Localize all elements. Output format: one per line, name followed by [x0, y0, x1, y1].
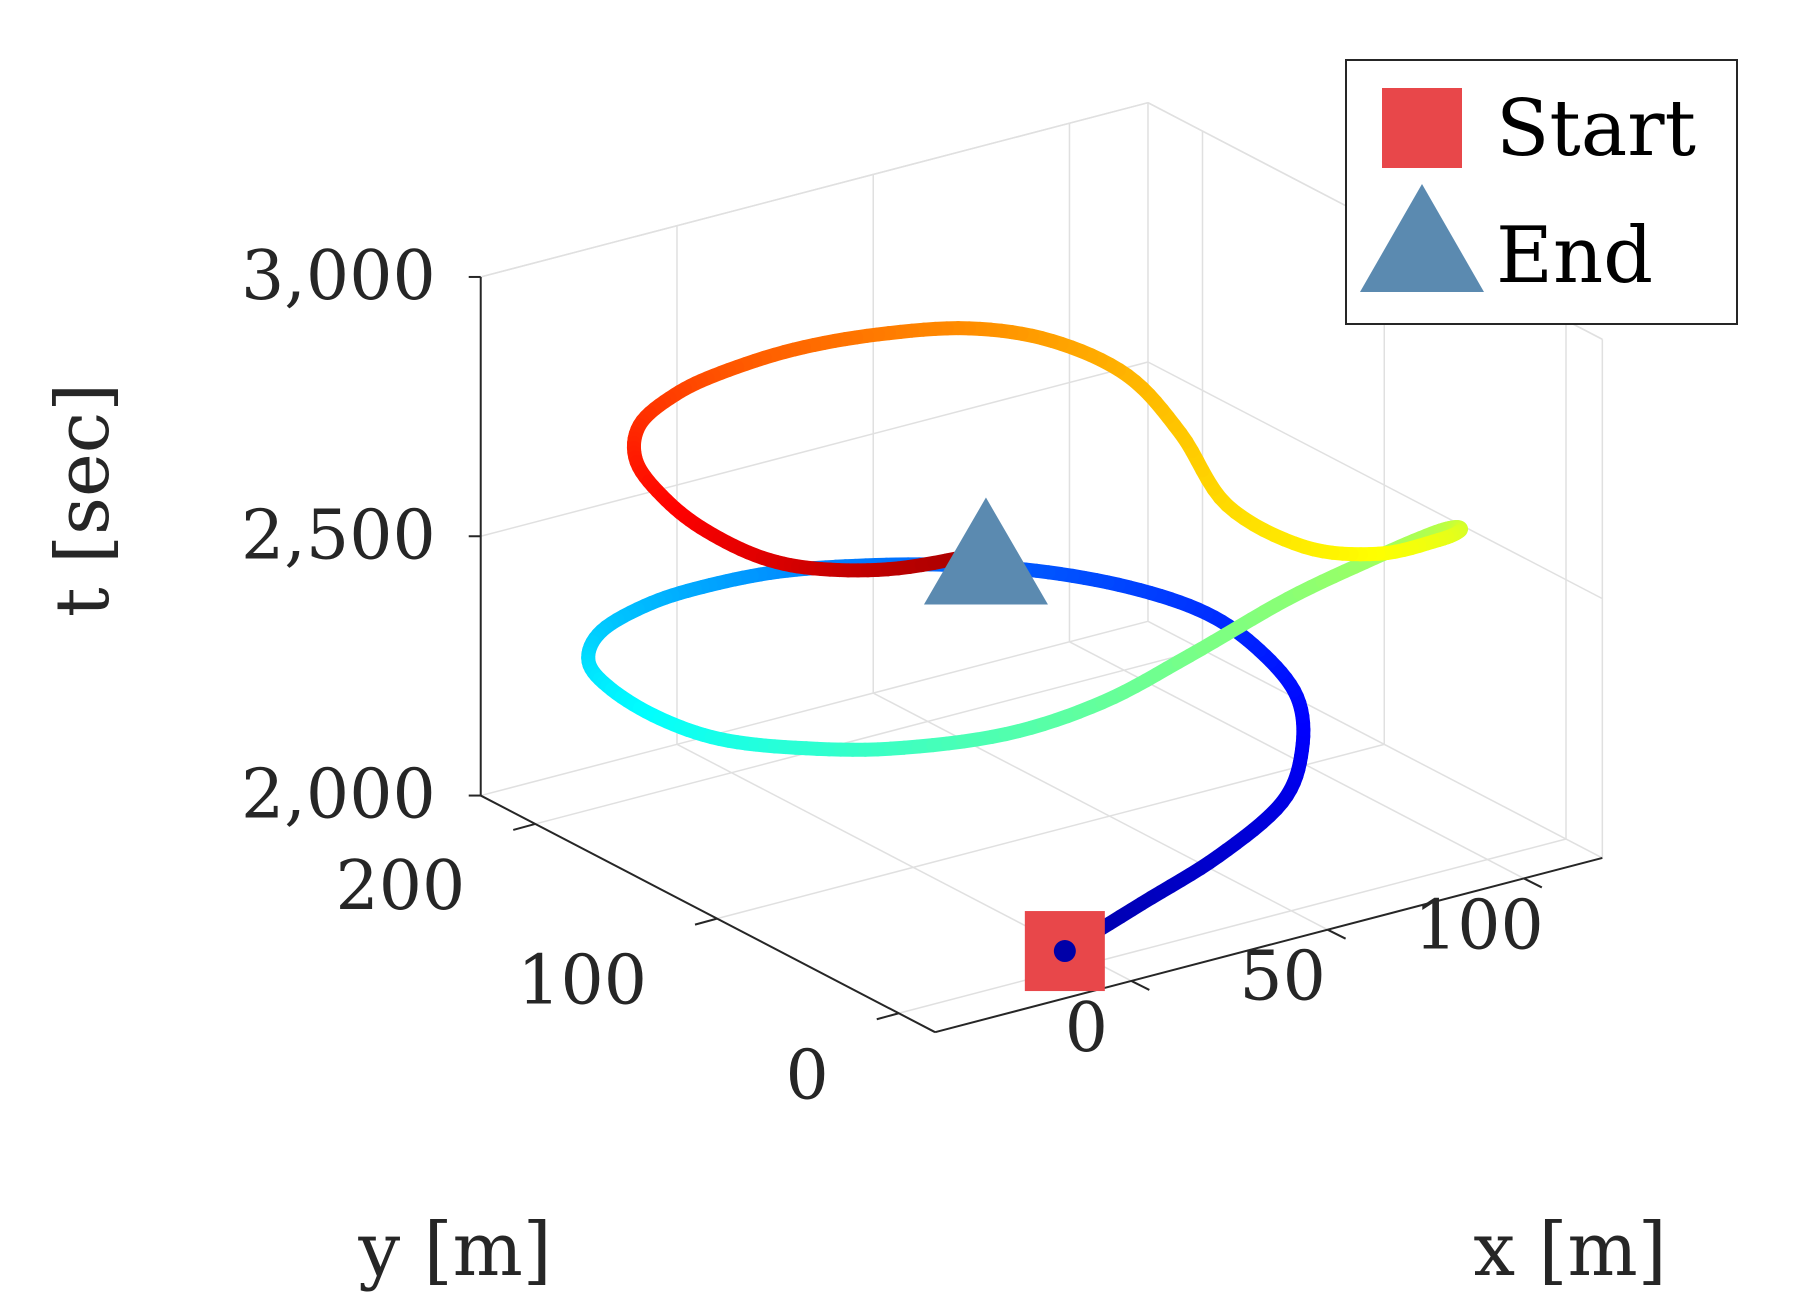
legend-start-marker [1382, 88, 1462, 168]
y-axis-label: y [m] [357, 1207, 551, 1293]
floor-grid-y [898, 838, 1567, 1014]
side-wall-grid-z [1147, 361, 1603, 600]
legend: Start End [1345, 59, 1738, 325]
z-tick-label: 2,500 [241, 496, 436, 575]
back-wall-grid-z [480, 361, 1149, 537]
x-axis-line [934, 856, 1603, 1034]
x-tick-mark [1327, 928, 1347, 940]
y-tick-mark [694, 917, 718, 926]
axes-layer [468, 275, 1603, 1034]
y-tick-label: 200 [335, 847, 465, 926]
z-tick-label: 3,000 [241, 237, 436, 316]
trajectory-series [581, 321, 1468, 959]
marker-layer [923, 497, 1105, 992]
end-marker [923, 497, 1048, 605]
z-axis-label: t [sec] [40, 383, 126, 617]
x-tick-mark [1523, 877, 1543, 889]
y-tick-label: 100 [517, 942, 647, 1021]
x-tick-label: 100 [1414, 886, 1544, 965]
start-point-dot [1053, 940, 1076, 963]
side-wall-grid-z [1147, 620, 1603, 859]
floor-grid-y [716, 743, 1385, 920]
y-tick-mark [512, 822, 536, 831]
legend-end-label: End [1496, 211, 1653, 301]
x-tick-label: 0 [1065, 989, 1108, 1068]
x-tick-mark [1130, 980, 1150, 991]
box-edge [480, 101, 1149, 278]
floor-grid-y [535, 648, 1203, 825]
legend-start-label: Start [1496, 84, 1696, 174]
y-axis-line [480, 794, 936, 1034]
back-wall-grid-z [480, 620, 1149, 797]
x-tick-label: 50 [1239, 938, 1326, 1017]
tick-labels: 0 50 100 0 100 200 2,000 2,500 3,000 [241, 237, 1544, 1115]
z-tick-label: 2,000 [241, 756, 436, 835]
y-tick-label: 0 [785, 1036, 828, 1115]
y-tick-mark [876, 1012, 900, 1021]
x-axis-label: x [m] [1473, 1207, 1666, 1293]
floor-grid-x [872, 692, 1328, 931]
legend-end-marker [1360, 184, 1484, 292]
